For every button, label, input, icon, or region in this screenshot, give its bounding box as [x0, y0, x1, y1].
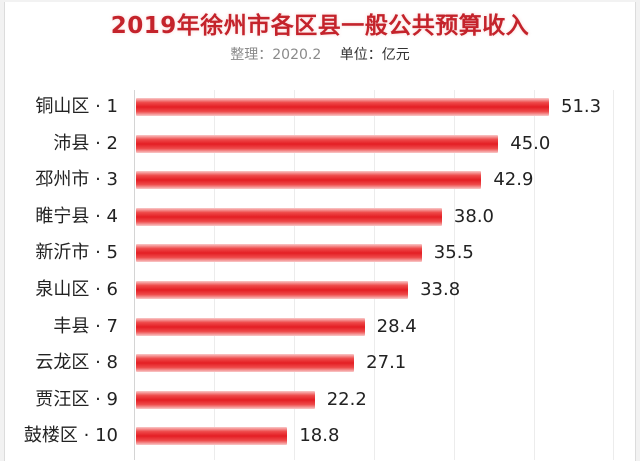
- bar-row: 新沂市 · 5 35.5: [35, 236, 614, 270]
- chart-subtitle: 整理：2020.2 单位：亿元: [0, 44, 640, 64]
- value-label: 18.8: [299, 425, 340, 446]
- source-note: 整理：2020.2: [230, 47, 322, 63]
- category-label: 云龙区 · 8: [35, 352, 118, 373]
- category-label: 贾汪区 · 9: [35, 389, 118, 410]
- bar-row: 邳州市 · 3 42.9: [35, 163, 614, 197]
- category-label: 沛县 · 2: [53, 133, 118, 154]
- bar: [136, 135, 499, 153]
- category-label: 睢宁县 · 4: [35, 206, 118, 227]
- bar-row: 鼓楼区 · 10 18.8: [24, 419, 614, 453]
- gridline: [214, 90, 215, 460]
- bar: [136, 208, 442, 226]
- bar: [136, 318, 365, 336]
- value-label: 27.1: [366, 352, 407, 373]
- value-label: 22.2: [326, 389, 367, 410]
- bar: [136, 281, 409, 299]
- bar: [136, 391, 315, 409]
- chart-title: 2019年徐州市各区县一般公共预算收入: [110, 13, 530, 39]
- chart-frame: [4, 2, 636, 461]
- bar-chart-plot: 铜山区 · 1 51.3 沛县 · 2 45.0 邳州市 · 3 42.9 睢宁…: [24, 90, 614, 460]
- gridline: [454, 90, 455, 460]
- bar-row: 沛县 · 2 45.0: [53, 127, 614, 161]
- gridline: [534, 90, 535, 460]
- value-label: 28.4: [376, 316, 417, 337]
- bar: [136, 427, 288, 445]
- value-label: 38.0: [453, 206, 494, 227]
- value-label: 33.8: [420, 279, 461, 300]
- bar: [136, 98, 549, 116]
- bar: [136, 354, 355, 372]
- category-label: 邳州市 · 3: [35, 169, 118, 190]
- bar-row: 云龙区 · 8 27.1: [35, 346, 614, 380]
- value-label: 51.3: [561, 96, 602, 117]
- value-label: 45.0: [510, 133, 551, 154]
- category-label: 鼓楼区 · 10: [23, 425, 118, 446]
- bar-row: 睢宁县 · 4 38.0: [35, 200, 614, 234]
- category-label: 铜山区 · 1: [35, 96, 118, 117]
- category-label: 泉山区 · 6: [35, 279, 118, 300]
- bar-row: 丰县 · 7 28.4: [53, 310, 614, 344]
- value-label: 35.5: [433, 242, 474, 263]
- gridline: [294, 90, 295, 460]
- category-label: 丰县 · 7: [53, 316, 118, 337]
- bar-row: 铜山区 · 1 51.3: [35, 90, 614, 124]
- bar-row: 贾汪区 · 9 22.2: [35, 383, 614, 417]
- value-label: 42.9: [493, 169, 534, 190]
- gridline: [613, 90, 614, 460]
- unit-note: 单位：亿元: [339, 47, 410, 63]
- gridline: [374, 90, 375, 460]
- bar: [136, 244, 422, 262]
- category-axis: [134, 90, 135, 460]
- category-label: 新沂市 · 5: [35, 242, 118, 263]
- bar-row: 泉山区 · 6 33.8: [35, 273, 614, 307]
- bar: [136, 171, 482, 189]
